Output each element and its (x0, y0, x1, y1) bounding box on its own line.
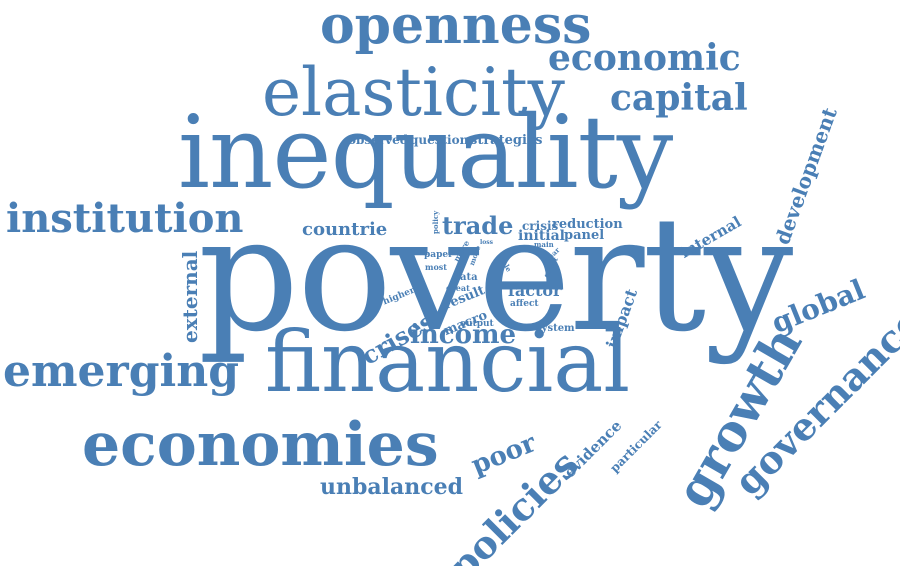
word-inequality: inequality (178, 94, 673, 211)
word-loss: loss (480, 239, 494, 246)
word-financial: financial (265, 313, 631, 411)
word-economies: economies (82, 410, 439, 480)
word-capital: capital (610, 77, 748, 119)
word-strategies: strategies (470, 133, 543, 148)
word-policy: policy (431, 210, 440, 234)
word-poverty: poverty (198, 183, 793, 367)
word-elasticity: elasticity (262, 54, 565, 131)
word-crisis: crisis (522, 219, 559, 233)
word-unbalanced: unbalanced (320, 474, 464, 500)
word-affect: affect (510, 299, 539, 309)
word-factor: factor (508, 281, 562, 300)
word-economic: economic (548, 37, 741, 79)
word-income: income (410, 320, 517, 350)
word-output: output (460, 319, 494, 329)
word-reduction: reduction (552, 217, 623, 232)
word-system: system (536, 323, 575, 334)
word-institution: institution (6, 195, 244, 242)
word-observed: observed (348, 133, 409, 147)
word-great: great (446, 283, 470, 293)
word-panel: panel (564, 228, 605, 243)
word-emerging: emerging (3, 346, 239, 397)
word-main: main (534, 240, 554, 249)
word-countrie: countrie (302, 219, 388, 240)
word-question: question (410, 133, 469, 147)
word-trade: trade (442, 211, 514, 240)
word-development: development (770, 104, 842, 248)
word-external: external (178, 250, 202, 343)
word-initial: initial (518, 228, 565, 244)
word-most: most (425, 262, 447, 272)
word-paper: paper (424, 250, 453, 260)
word-openness: openness (320, 0, 592, 56)
word-data: data (453, 272, 478, 283)
